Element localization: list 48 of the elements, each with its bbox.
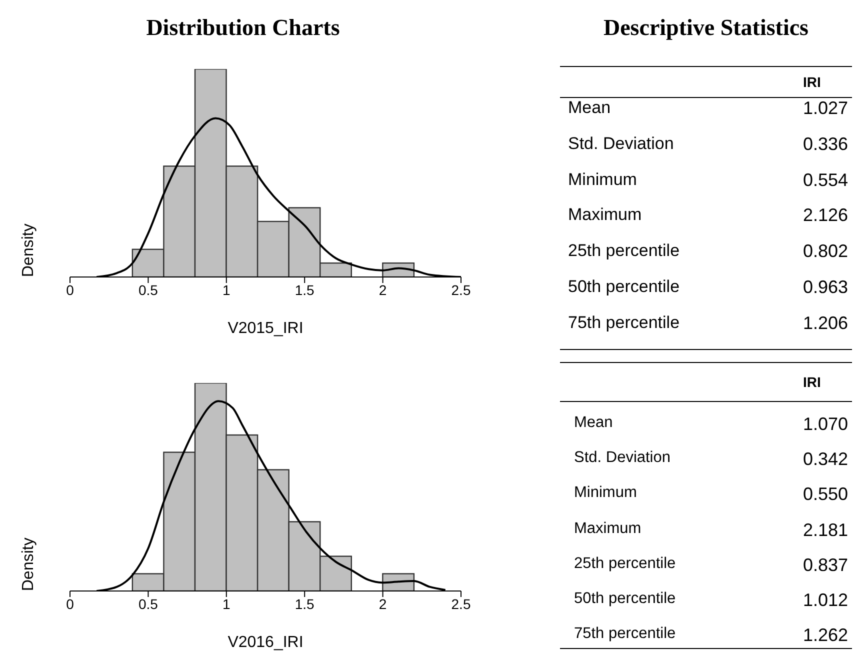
category-label: Std. Deviation xyxy=(568,134,675,154)
category-label: Minimum xyxy=(568,170,638,190)
x-tick-label: 2 xyxy=(378,596,387,612)
data-label: 1.012 xyxy=(802,590,849,611)
category-label: 25th percentile xyxy=(568,241,681,262)
data-label: 2.126 xyxy=(802,205,849,226)
x-tick-label: 2.5 xyxy=(451,596,471,612)
data-label: 0.550 xyxy=(802,484,849,506)
data-label: 2.181 xyxy=(802,520,849,541)
x-axis-title: V2015_IRI xyxy=(228,320,304,337)
category-label: Maximum xyxy=(574,520,642,538)
category-label: 75th percentile xyxy=(568,312,681,333)
x-axis-title: V2016_IRI xyxy=(228,634,304,651)
x-tick-label: 2 xyxy=(378,282,387,298)
category-label: Minimum xyxy=(574,484,638,502)
x-tick-label: 1.5 xyxy=(294,596,315,612)
category-label: Std. Deviation xyxy=(574,449,672,468)
x-tick-label: 1.5 xyxy=(294,282,315,298)
data-label: 1.027 xyxy=(802,98,849,119)
category-label: Maximum xyxy=(568,205,643,226)
x-tick-label: 0.5 xyxy=(138,282,158,298)
data-label: 1.262 xyxy=(802,625,849,646)
x-tick-label: 0.5 xyxy=(138,596,158,612)
data-label: 1.070 xyxy=(802,414,849,435)
data-label: 0.554 xyxy=(802,170,849,191)
text: IRI xyxy=(802,374,822,390)
category-label: 75th percentile xyxy=(574,625,677,644)
y-axis-title: Density xyxy=(20,222,38,277)
category-label: 25th percentile xyxy=(574,554,677,573)
data-label: 0.963 xyxy=(802,276,849,298)
text: IRI xyxy=(802,74,822,90)
data-label: 0.802 xyxy=(802,241,849,262)
category-label: 50th percentile xyxy=(574,590,677,608)
data-label: 0.342 xyxy=(802,449,849,470)
category-label: Mean xyxy=(568,98,612,118)
data-label: 0.837 xyxy=(802,554,849,576)
x-tick-label: 1 xyxy=(222,282,230,298)
data-label: 1.206 xyxy=(802,312,849,334)
x-tick-label: 0 xyxy=(66,282,74,298)
x-tick-label: 0 xyxy=(66,596,74,612)
category-label: 50th percentile xyxy=(568,276,681,297)
data-label: 0.336 xyxy=(802,134,849,155)
y-axis-title: Density xyxy=(20,536,38,591)
category-label: Mean xyxy=(574,414,614,432)
chart-title: Distribution Charts xyxy=(145,14,341,42)
x-tick-label: 2.5 xyxy=(451,282,471,298)
text: Descriptive Statistics xyxy=(602,14,810,42)
x-tick-label: 1 xyxy=(222,596,230,612)
